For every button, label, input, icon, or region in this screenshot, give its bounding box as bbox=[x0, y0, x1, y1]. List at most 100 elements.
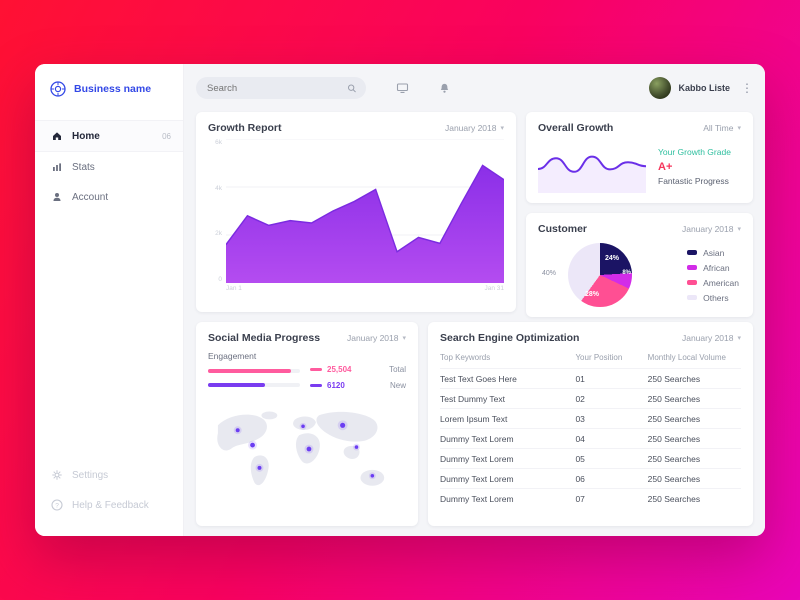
sidebar-item-label: Account bbox=[72, 191, 109, 203]
home-icon bbox=[53, 132, 61, 140]
card-title: Overall Growth bbox=[538, 122, 614, 134]
period-value: January 2018 bbox=[444, 123, 497, 133]
user-name: Kabbo Liste bbox=[678, 83, 730, 93]
y-tick: 4k bbox=[215, 184, 222, 192]
x-tick-end: Jan 31 bbox=[484, 285, 504, 292]
social-period-dropdown[interactable]: January 2018 ▾ bbox=[347, 333, 406, 343]
seo-card: Search Engine Optimization January 2018 … bbox=[428, 322, 753, 526]
legend-item: African bbox=[687, 263, 739, 273]
cell-position: 01 bbox=[575, 373, 585, 384]
stat-row: 6120 New bbox=[310, 381, 406, 390]
progress-bar-new bbox=[208, 383, 266, 387]
chevron-down-icon: ▾ bbox=[737, 125, 741, 132]
overall-growth-card: Overall Growth All Time ▾ Your Growth Gr… bbox=[526, 112, 753, 203]
card-title: Search Engine Optimization bbox=[440, 332, 580, 344]
social-media-card: Social Media Progress January 2018 ▾ Eng… bbox=[196, 322, 418, 526]
growth-chart: 6k 4k 2k 0 bbox=[208, 139, 504, 302]
cell-keyword: Lorem Ipsum Text bbox=[440, 413, 508, 424]
main-content: Kabbo Liste ⋮ Growth Report January 2018… bbox=[184, 64, 765, 536]
brand-name: Business name bbox=[74, 83, 152, 95]
y-tick: 6k bbox=[215, 139, 222, 146]
cell-keyword: Dummy Text Lorem bbox=[440, 433, 514, 444]
legend-swatch bbox=[687, 280, 698, 285]
bell-icon[interactable] bbox=[439, 82, 450, 94]
home-count-badge: 06 bbox=[162, 131, 171, 141]
table-row: Lorem Ipsum Text 03 250 Searches bbox=[440, 408, 741, 428]
brand-logo-icon bbox=[50, 81, 66, 97]
pie-pct-african: 8% bbox=[622, 270, 631, 276]
dashboard-window: Business name Home 06 Stats Account bbox=[35, 64, 765, 536]
card-title: Growth Report bbox=[208, 122, 282, 134]
sidebar-item-help[interactable]: ? Help & Feedback bbox=[35, 490, 183, 520]
kebab-menu-icon[interactable]: ⋮ bbox=[741, 81, 753, 95]
search-box[interactable] bbox=[196, 77, 366, 99]
cell-position: 03 bbox=[575, 413, 585, 424]
sidebar-item-stats[interactable]: Stats bbox=[35, 152, 183, 182]
sidebar-item-account[interactable]: Account bbox=[35, 182, 183, 212]
col-position: Your Position bbox=[575, 353, 623, 362]
legend-swatch bbox=[687, 250, 698, 255]
cell-keyword: Test Dummy Text bbox=[440, 393, 506, 404]
x-axis-ticks: Jan 1 Jan 31 bbox=[226, 283, 504, 292]
chevron-down-icon: ▾ bbox=[737, 335, 741, 342]
search-input[interactable] bbox=[205, 81, 348, 95]
overall-period-dropdown[interactable]: All Time ▾ bbox=[703, 123, 741, 133]
seo-period-dropdown[interactable]: January 2018 ▾ bbox=[682, 333, 741, 343]
table-row: Test Dummy Text 02 250 Searches bbox=[440, 388, 741, 408]
card-title: Customer bbox=[538, 223, 588, 235]
cell-volume: 250 Searches bbox=[647, 393, 701, 404]
world-map bbox=[217, 411, 385, 486]
table-row: Test Text Goes Here 01 250 Searches bbox=[440, 368, 741, 388]
period-value: January 2018 bbox=[681, 224, 734, 234]
period-value: January 2018 bbox=[681, 333, 734, 343]
legend-swatch bbox=[687, 265, 698, 270]
sidebar-item-home[interactable]: Home 06 bbox=[35, 120, 183, 152]
customer-card: Customer January 2018 ▾ 24% 8% 28% 40% bbox=[526, 213, 753, 317]
cell-keyword: Dummy Text Lorem bbox=[440, 473, 514, 484]
stat-value: 6120 bbox=[327, 381, 345, 390]
table-row: Dummy Text Lorem 07 250 Searches bbox=[440, 488, 741, 508]
stats-icon bbox=[53, 163, 61, 171]
pie-pct-american: 28% bbox=[585, 291, 600, 298]
cell-volume: 250 Searches bbox=[647, 373, 701, 384]
user-menu[interactable]: Kabbo Liste ⋮ bbox=[649, 77, 753, 99]
account-icon bbox=[53, 193, 61, 201]
pie-pct-asian: 24% bbox=[604, 255, 619, 262]
legend-item: Asian bbox=[687, 248, 739, 258]
avatar[interactable] bbox=[649, 77, 672, 99]
gear-icon bbox=[52, 470, 62, 480]
sidebar: Business name Home 06 Stats Account bbox=[35, 64, 184, 536]
cell-position: 07 bbox=[575, 493, 585, 504]
grade-value: A+ bbox=[658, 160, 673, 173]
topbar: Kabbo Liste ⋮ bbox=[196, 74, 753, 102]
growth-report-card: Growth Report January 2018 ▾ 6k 4k 2k 0 bbox=[196, 112, 516, 312]
customer-period-dropdown[interactable]: January 2018 ▾ bbox=[682, 224, 741, 234]
sidebar-item-label: Help & Feedback bbox=[72, 499, 149, 511]
legend-swatch bbox=[687, 295, 698, 300]
sidebar-item-label: Settings bbox=[72, 469, 109, 481]
pie bbox=[568, 243, 632, 307]
chevron-down-icon: ▾ bbox=[737, 226, 741, 233]
legend-item: Others bbox=[687, 293, 739, 303]
legend-label: Others bbox=[703, 292, 729, 303]
progress-bar-total bbox=[208, 369, 291, 373]
table-row: Dummy Text Lorem 04 250 Searches bbox=[440, 428, 741, 448]
table-row: Dummy Text Lorem 05 250 Searches bbox=[440, 448, 741, 468]
legend-label: American bbox=[703, 277, 739, 288]
help-icon: ? bbox=[51, 499, 63, 511]
period-value: January 2018 bbox=[346, 333, 399, 343]
cell-volume: 250 Searches bbox=[647, 493, 701, 504]
cell-volume: 250 Searches bbox=[647, 473, 701, 484]
sidebar-item-settings[interactable]: Settings bbox=[35, 460, 183, 490]
cell-keyword: Dummy Text Lorem bbox=[440, 453, 514, 464]
cell-position: 04 bbox=[575, 433, 585, 444]
monitor-icon[interactable] bbox=[396, 82, 409, 94]
growth-period-dropdown[interactable]: January 2018 ▾ bbox=[445, 123, 504, 133]
svg-text:?: ? bbox=[55, 502, 59, 509]
engagement-stats: 25,504 Total 6120 New bbox=[310, 365, 406, 390]
pie-pct-others: 40% bbox=[542, 270, 557, 277]
customer-pie-chart: 24% 8% 28% 40% bbox=[542, 243, 632, 307]
brand: Business name bbox=[35, 64, 183, 120]
stat-swatch bbox=[310, 384, 322, 387]
growth-line-chart bbox=[538, 155, 646, 193]
